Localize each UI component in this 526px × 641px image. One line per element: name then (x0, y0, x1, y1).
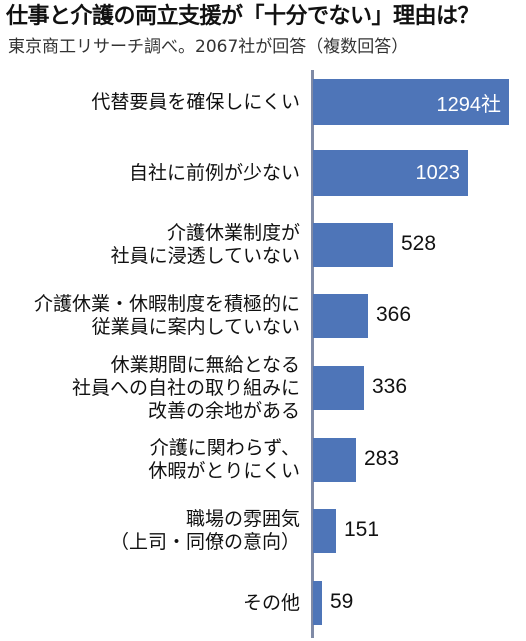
category-label-line: 代替要員を確保しにくい (91, 90, 300, 113)
bar: 1294社 (313, 79, 509, 125)
bar (313, 581, 322, 625)
value-label: 366 (376, 303, 412, 326)
bar (313, 294, 368, 338)
category-label-line: 社員に浸透していない (110, 245, 300, 267)
category-label-line: 社員への自社の取り組みに (71, 376, 300, 399)
category-label: 介護休業・休暇制度を積極的に 従業員に案内していない (34, 293, 300, 339)
category-label-line: 介護休業・休暇制度を積極的に (33, 293, 300, 315)
value-label: 336 (372, 375, 408, 398)
value-label: 528 (401, 232, 437, 255)
category-label: 代替要員を確保しにくい (91, 91, 300, 114)
value-label: 283 (364, 447, 400, 470)
category-label: 休業期間に無給となる 社員への自社の取り組みに 改善の余地がある (72, 354, 300, 423)
bar: 1023 (313, 150, 468, 196)
category-label-line: 従業員に案内していない (91, 316, 300, 338)
value-label: 1294社 (436, 93, 502, 116)
chart-title: 仕事と介護の両立支援が「十分でない」理由は？ (6, 4, 480, 29)
category-label-line: 介護に関わらず、 (149, 437, 300, 459)
category-label-line: 休暇がとりにくい (148, 460, 300, 482)
category-label: 介護休業制度が 社員に浸透していない (111, 222, 300, 268)
category-label-line: 職場の雰囲気 (185, 508, 300, 530)
category-label-line: 休業期間に無給となる (110, 353, 300, 376)
bar (313, 438, 356, 482)
category-label: 職場の雰囲気 （上司・同僚の意向） (110, 508, 300, 554)
category-label-line: その他 (242, 591, 300, 614)
bar (313, 223, 393, 267)
category-label-line: 自社に前例が少ない (128, 161, 300, 184)
chart-subtitle: 東京商工リサーチ調べ。2067社が回答（複数回答） (8, 37, 409, 57)
category-label: その他 (243, 592, 300, 615)
category-label-line: （上司・同僚の意向） (109, 531, 300, 553)
value-label: 151 (344, 518, 380, 541)
bar (313, 509, 336, 553)
value-label: 59 (330, 590, 354, 613)
value-label: 1023 (415, 161, 461, 184)
bar (313, 366, 364, 410)
category-label-line: 改善の余地がある (147, 399, 300, 422)
axis-line (311, 70, 314, 638)
category-label-line: 介護休業制度が (166, 222, 300, 244)
category-label: 自社に前例が少ない (129, 162, 300, 185)
category-label: 介護に関わらず、 休暇がとりにくい (148, 437, 300, 483)
